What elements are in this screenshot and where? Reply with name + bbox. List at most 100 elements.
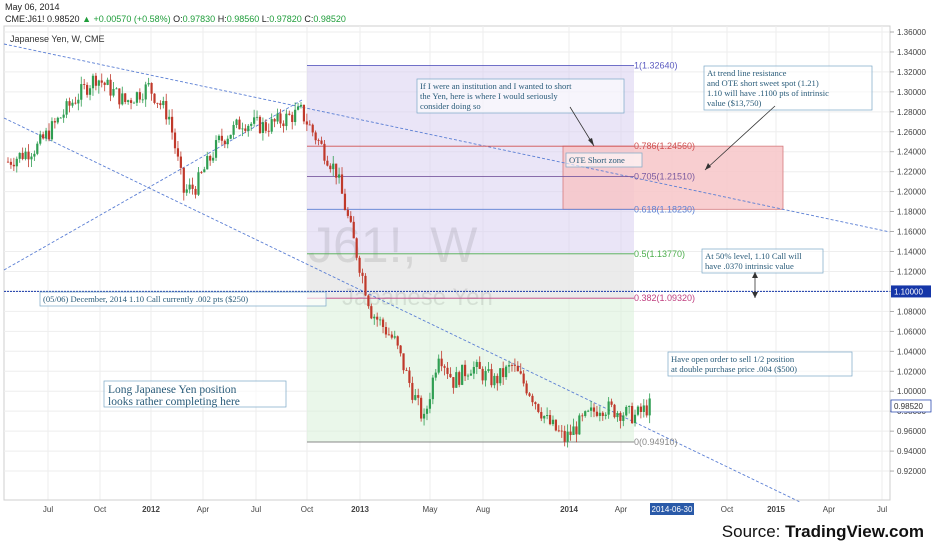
candle-body (217, 135, 221, 141)
candle-body (6, 161, 10, 163)
candle-body (546, 415, 549, 416)
y-tick-label-8: 1.20000 (897, 188, 926, 197)
candle-body (381, 319, 385, 327)
strike-price-tag (891, 285, 931, 298)
annotation-trendline-line-0: At trend line resistance (707, 68, 787, 78)
annotations: If I were an institution and I wanted to… (39, 65, 873, 408)
candle-body (584, 411, 587, 417)
candle-body (455, 372, 458, 388)
candle-body (206, 155, 209, 170)
candle-body (610, 401, 613, 405)
y-tick-label-3: 1.30000 (897, 88, 926, 97)
candle-body (118, 88, 121, 105)
candle-body (516, 365, 519, 372)
arrowhead-institution (588, 138, 594, 146)
x-tick-label-12: Oct (721, 505, 734, 514)
candle-body (276, 113, 279, 122)
candle-body (463, 364, 467, 377)
quote-line: CME:J61! 0.98520 ▲ +0.00570 (+0.58%) O:0… (5, 14, 346, 24)
candle-body (337, 174, 341, 178)
x-tick-label-8: Aug (476, 505, 490, 514)
annotation-trendline-line-3: value ($13,750) (707, 98, 762, 108)
candle-body (109, 79, 112, 96)
annotation-fifty-line-1: have .0370 intrinsic value (705, 261, 794, 271)
candle-body (279, 113, 282, 124)
y-tick-label-18: 1.00000 (897, 387, 926, 396)
close-value: 0.98520 (313, 14, 346, 24)
candle-body (376, 316, 379, 320)
candle-body (522, 373, 525, 384)
arrow-trendline (704, 105, 776, 171)
candle-body (291, 114, 294, 123)
candle-body (191, 184, 194, 189)
x-tick-label-13: 2015 (767, 505, 785, 514)
annotation-institution-line-1: the Yen, here is where I would seriously (420, 91, 558, 101)
candle-body (173, 132, 177, 149)
candle-body (144, 84, 147, 100)
candle-body (314, 132, 317, 141)
candle-body (197, 172, 200, 195)
candle-body (402, 353, 405, 371)
candle-body (554, 419, 558, 431)
candle-body (630, 406, 634, 424)
candle-body (619, 413, 622, 421)
candle-body (440, 358, 443, 367)
candle-body (305, 121, 308, 125)
candle-body (138, 92, 141, 100)
candle-body (74, 102, 77, 104)
candle-body (581, 415, 584, 417)
candle-body (452, 377, 455, 388)
y-tick-label-7: 1.22000 (897, 168, 926, 177)
y-tick-label-12: 1.12000 (897, 267, 926, 276)
candle-body (379, 319, 382, 321)
candle-body (182, 167, 185, 193)
candle-body (393, 336, 396, 338)
candle-body (97, 80, 100, 86)
candle-body (212, 157, 215, 161)
candle-body (373, 316, 376, 319)
candle-body (481, 368, 484, 381)
fib-label-0: 0(0.94910) (634, 437, 678, 447)
candle-body (121, 93, 124, 105)
candle-body (589, 407, 593, 411)
candle-body (168, 116, 171, 120)
candle-body (484, 370, 487, 381)
candle-body (428, 399, 432, 409)
candle-body (24, 151, 27, 159)
candle-body (42, 134, 45, 139)
candle-body (519, 371, 522, 374)
x-tick-label-7: May (422, 505, 437, 514)
candle-body (461, 364, 464, 385)
candle-body (352, 221, 355, 239)
candle-body (103, 82, 106, 85)
x-highlight-tag (650, 503, 694, 515)
candle-body (235, 119, 238, 125)
annotation-trendline-box (703, 65, 873, 111)
x-tick-label-2: 2012 (142, 505, 160, 514)
candle-body (59, 117, 62, 119)
candle-body (56, 117, 59, 123)
candle-body (458, 372, 461, 385)
candle-body (346, 210, 349, 216)
candle-body (238, 119, 241, 130)
close-label: C: (304, 14, 314, 24)
candle-body (510, 365, 514, 366)
candle-body (241, 128, 244, 130)
candle-body (294, 109, 297, 123)
candle-body (557, 430, 560, 432)
y-tick-label-9: 1.18000 (897, 208, 926, 217)
y-tick-label-11: 1.14000 (897, 248, 926, 257)
candle-body (273, 119, 276, 122)
annotation-order-line-0: Have open order to sell 1/2 position (671, 354, 795, 364)
x-tick-label-6: 2013 (351, 505, 369, 514)
candle-body (425, 408, 429, 414)
candle-body (115, 88, 118, 90)
candle-body (258, 116, 262, 133)
candle-body (367, 295, 370, 307)
annotation-order-box (667, 351, 853, 377)
candle-body (170, 116, 174, 133)
candle-body (343, 193, 347, 211)
watermark-symbol: J61!, W (308, 217, 478, 273)
fib-label-1: 1(1.32640) (634, 61, 678, 71)
